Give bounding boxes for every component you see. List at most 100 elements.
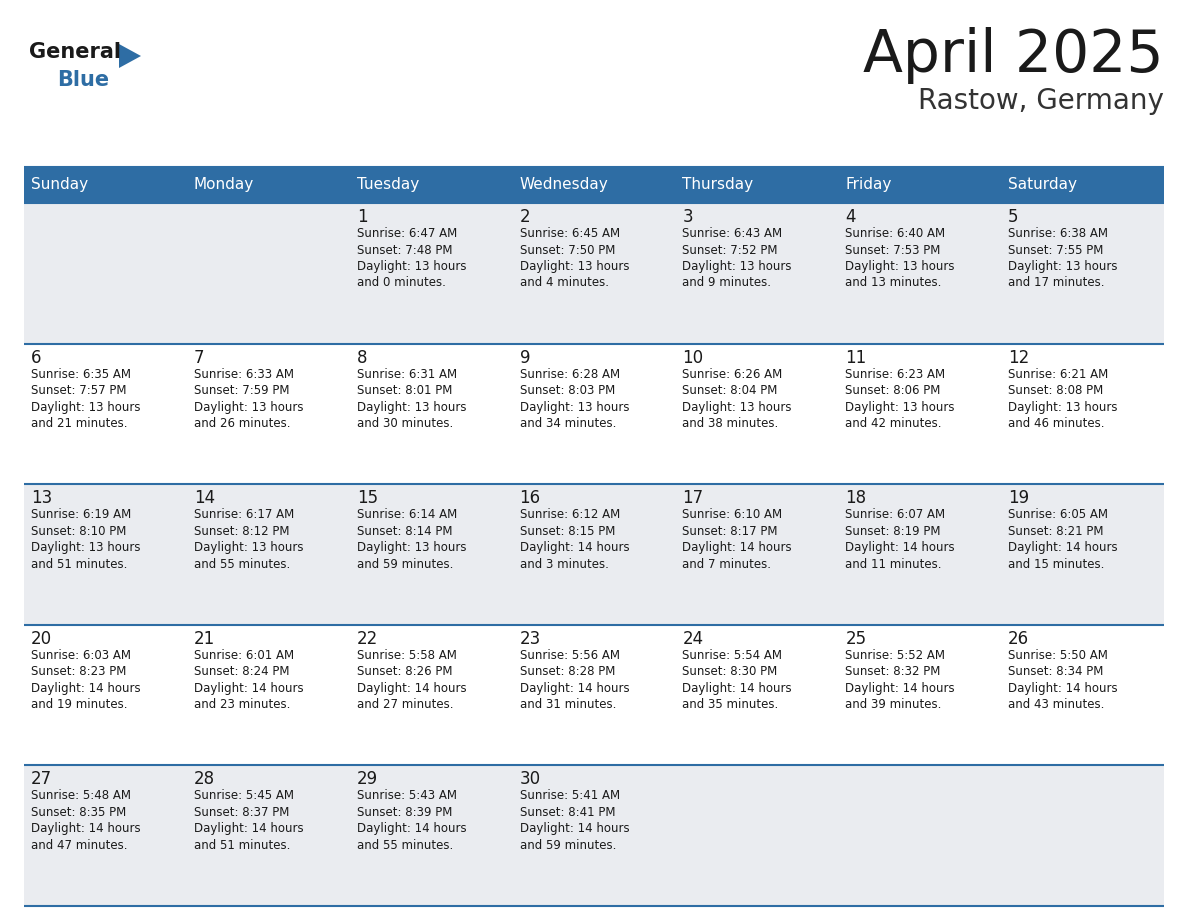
Text: and 38 minutes.: and 38 minutes. (682, 417, 778, 431)
Text: 3: 3 (682, 208, 693, 226)
Text: 29: 29 (356, 770, 378, 789)
Text: Sunset: 8:12 PM: Sunset: 8:12 PM (194, 525, 290, 538)
Text: Sunset: 7:52 PM: Sunset: 7:52 PM (682, 243, 778, 256)
Text: and 13 minutes.: and 13 minutes. (846, 276, 942, 289)
Text: Daylight: 13 hours: Daylight: 13 hours (846, 400, 955, 414)
Text: 11: 11 (846, 349, 866, 366)
Text: Sunday: Sunday (31, 177, 88, 193)
Text: and 55 minutes.: and 55 minutes. (356, 839, 453, 852)
Text: and 27 minutes.: and 27 minutes. (356, 699, 453, 711)
Text: Sunrise: 5:56 AM: Sunrise: 5:56 AM (519, 649, 620, 662)
Text: Daylight: 13 hours: Daylight: 13 hours (356, 400, 466, 414)
Text: Daylight: 14 hours: Daylight: 14 hours (519, 823, 630, 835)
Text: Daylight: 14 hours: Daylight: 14 hours (356, 682, 467, 695)
Text: Daylight: 14 hours: Daylight: 14 hours (682, 682, 792, 695)
Text: Sunset: 7:55 PM: Sunset: 7:55 PM (1009, 243, 1104, 256)
Text: Sunrise: 5:48 AM: Sunrise: 5:48 AM (31, 789, 131, 802)
Text: Sunrise: 6:05 AM: Sunrise: 6:05 AM (1009, 509, 1108, 521)
Text: and 30 minutes.: and 30 minutes. (356, 417, 453, 431)
Text: Daylight: 14 hours: Daylight: 14 hours (31, 682, 140, 695)
Text: Rastow, Germany: Rastow, Germany (918, 87, 1164, 115)
Text: Sunrise: 6:17 AM: Sunrise: 6:17 AM (194, 509, 295, 521)
Polygon shape (119, 44, 141, 68)
Bar (1001, 167, 1164, 203)
Text: and 39 minutes.: and 39 minutes. (846, 699, 942, 711)
Text: Sunset: 8:17 PM: Sunset: 8:17 PM (682, 525, 778, 538)
Text: Sunset: 8:15 PM: Sunset: 8:15 PM (519, 525, 615, 538)
Text: and 23 minutes.: and 23 minutes. (194, 699, 290, 711)
Text: Sunrise: 6:45 AM: Sunrise: 6:45 AM (519, 227, 620, 240)
Bar (512, 167, 676, 203)
Text: and 46 minutes.: and 46 minutes. (1009, 417, 1105, 431)
Text: Sunrise: 6:40 AM: Sunrise: 6:40 AM (846, 227, 946, 240)
Bar (839, 167, 1001, 203)
Text: Daylight: 14 hours: Daylight: 14 hours (194, 682, 303, 695)
Text: Daylight: 13 hours: Daylight: 13 hours (356, 260, 466, 273)
Bar (24, 167, 187, 203)
Text: Sunrise: 6:28 AM: Sunrise: 6:28 AM (519, 367, 620, 381)
Bar (187, 167, 349, 203)
Text: Sunset: 8:14 PM: Sunset: 8:14 PM (356, 525, 453, 538)
Text: Sunset: 8:24 PM: Sunset: 8:24 PM (194, 666, 290, 678)
Text: Sunrise: 5:50 AM: Sunrise: 5:50 AM (1009, 649, 1108, 662)
Text: Friday: Friday (846, 177, 892, 193)
Text: 13: 13 (31, 489, 52, 508)
Text: and 4 minutes.: and 4 minutes. (519, 276, 608, 289)
Bar (349, 167, 512, 203)
Text: and 34 minutes.: and 34 minutes. (519, 417, 615, 431)
Text: Sunset: 8:32 PM: Sunset: 8:32 PM (846, 666, 941, 678)
Text: Tuesday: Tuesday (356, 177, 419, 193)
Text: 25: 25 (846, 630, 866, 648)
Text: Wednesday: Wednesday (519, 177, 608, 193)
Text: Sunset: 8:06 PM: Sunset: 8:06 PM (846, 384, 941, 397)
Text: Sunrise: 5:58 AM: Sunrise: 5:58 AM (356, 649, 456, 662)
Text: Sunset: 8:23 PM: Sunset: 8:23 PM (31, 666, 126, 678)
Text: Daylight: 13 hours: Daylight: 13 hours (519, 400, 630, 414)
Text: Sunrise: 6:14 AM: Sunrise: 6:14 AM (356, 509, 457, 521)
Bar (24, 766, 1164, 906)
Text: Sunrise: 6:33 AM: Sunrise: 6:33 AM (194, 367, 293, 381)
Bar (24, 484, 1164, 625)
Text: Blue: Blue (57, 70, 109, 90)
Bar (24, 203, 1164, 343)
Text: 7: 7 (194, 349, 204, 366)
Text: and 42 minutes.: and 42 minutes. (846, 417, 942, 431)
Text: Sunrise: 6:26 AM: Sunrise: 6:26 AM (682, 367, 783, 381)
Text: Sunset: 7:57 PM: Sunset: 7:57 PM (31, 384, 126, 397)
Text: 30: 30 (519, 770, 541, 789)
Text: 14: 14 (194, 489, 215, 508)
Text: and 59 minutes.: and 59 minutes. (519, 839, 615, 852)
Text: Sunset: 8:28 PM: Sunset: 8:28 PM (519, 666, 615, 678)
Bar (24, 625, 1164, 766)
Text: and 0 minutes.: and 0 minutes. (356, 276, 446, 289)
Text: Sunrise: 6:38 AM: Sunrise: 6:38 AM (1009, 227, 1108, 240)
Text: and 55 minutes.: and 55 minutes. (194, 558, 290, 571)
Text: Sunrise: 5:45 AM: Sunrise: 5:45 AM (194, 789, 293, 802)
Text: Sunset: 8:04 PM: Sunset: 8:04 PM (682, 384, 778, 397)
Text: Sunrise: 5:41 AM: Sunrise: 5:41 AM (519, 789, 620, 802)
Text: and 15 minutes.: and 15 minutes. (1009, 558, 1105, 571)
Text: 20: 20 (31, 630, 52, 648)
Text: and 43 minutes.: and 43 minutes. (1009, 699, 1105, 711)
Text: Sunrise: 6:43 AM: Sunrise: 6:43 AM (682, 227, 783, 240)
Bar (676, 167, 839, 203)
Text: and 26 minutes.: and 26 minutes. (194, 417, 290, 431)
Text: Thursday: Thursday (682, 177, 753, 193)
Text: General: General (29, 42, 121, 62)
Text: and 19 minutes.: and 19 minutes. (31, 699, 127, 711)
Text: and 31 minutes.: and 31 minutes. (519, 699, 615, 711)
Text: Sunrise: 6:19 AM: Sunrise: 6:19 AM (31, 509, 131, 521)
Text: Daylight: 14 hours: Daylight: 14 hours (31, 823, 140, 835)
Text: 2: 2 (519, 208, 530, 226)
Text: Daylight: 14 hours: Daylight: 14 hours (519, 682, 630, 695)
Text: 22: 22 (356, 630, 378, 648)
Text: Sunset: 8:30 PM: Sunset: 8:30 PM (682, 666, 778, 678)
Text: 17: 17 (682, 489, 703, 508)
Text: 26: 26 (1009, 630, 1029, 648)
Text: Sunset: 7:53 PM: Sunset: 7:53 PM (846, 243, 941, 256)
Text: Sunrise: 6:01 AM: Sunrise: 6:01 AM (194, 649, 293, 662)
Text: 18: 18 (846, 489, 866, 508)
Text: Daylight: 13 hours: Daylight: 13 hours (31, 542, 140, 554)
Text: April 2025: April 2025 (864, 27, 1164, 84)
Text: and 47 minutes.: and 47 minutes. (31, 839, 127, 852)
